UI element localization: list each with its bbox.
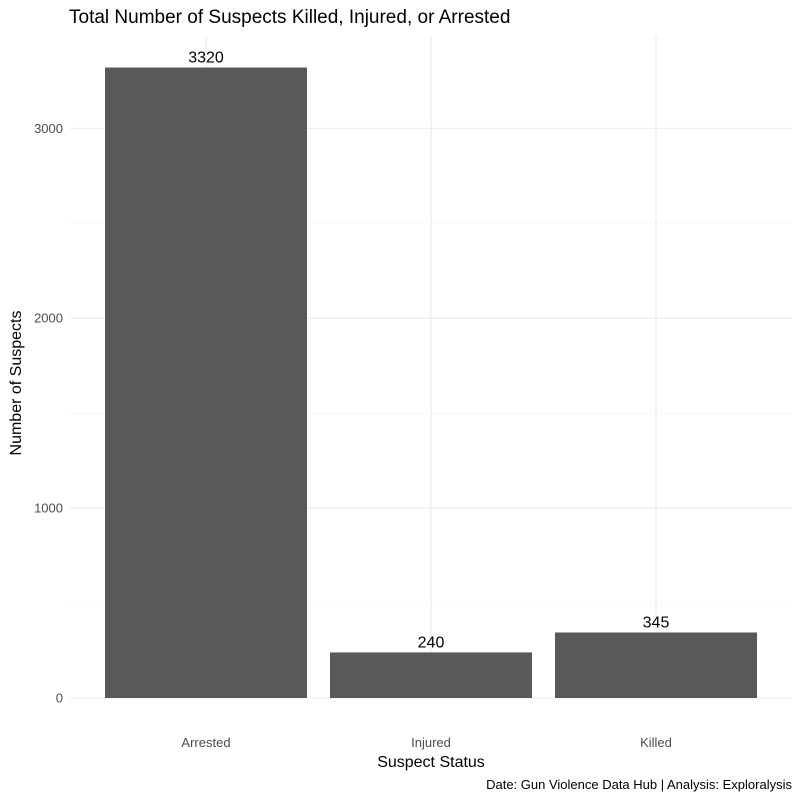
bars: [105, 67, 757, 699]
data-labels: 3320 240 345: [188, 50, 669, 652]
bar-arrested: [105, 67, 307, 699]
chart-title: Total Number of Suspects Killed, Injured…: [69, 7, 510, 28]
x-axis-ticks: Arrested Injured Killed: [181, 735, 671, 750]
x-tick-label: Arrested: [181, 735, 230, 750]
x-tick-label: Killed: [640, 735, 672, 750]
bar-killed: [555, 632, 757, 698]
bar-injured: [330, 652, 532, 698]
y-tick-label: 1000: [34, 501, 63, 516]
data-label: 240: [418, 634, 445, 651]
x-axis-title: Suspect Status: [377, 754, 485, 771]
y-tick-label: 3000: [34, 121, 63, 136]
data-label: 3320: [188, 50, 224, 67]
data-label: 345: [643, 614, 670, 631]
x-tick-label: Injured: [411, 735, 451, 750]
y-tick-label: 0: [56, 691, 63, 706]
y-axis-title: Number of Suspects: [8, 311, 25, 456]
chart-caption: Date: Gun Violence Data Hub | Analysis: …: [486, 777, 792, 792]
y-tick-label: 2000: [34, 311, 63, 326]
y-axis-ticks: 0 1000 2000 3000: [34, 121, 63, 706]
